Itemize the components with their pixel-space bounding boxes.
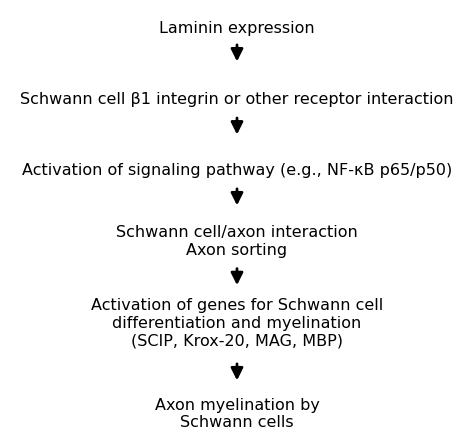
Text: Schwann cell/axon interaction
Axon sorting: Schwann cell/axon interaction Axon sorti… <box>116 225 358 258</box>
Text: Activation of genes for Schwann cell
differentiation and myelination
(SCIP, Krox: Activation of genes for Schwann cell dif… <box>91 299 383 348</box>
Text: Laminin expression: Laminin expression <box>159 21 315 36</box>
Text: Activation of signaling pathway (e.g., NF-κB p65/p50): Activation of signaling pathway (e.g., N… <box>22 163 452 178</box>
Text: Schwann cell β1 integrin or other receptor interaction: Schwann cell β1 integrin or other recept… <box>20 92 454 107</box>
Text: Axon myelination by
Schwann cells: Axon myelination by Schwann cells <box>155 398 319 431</box>
